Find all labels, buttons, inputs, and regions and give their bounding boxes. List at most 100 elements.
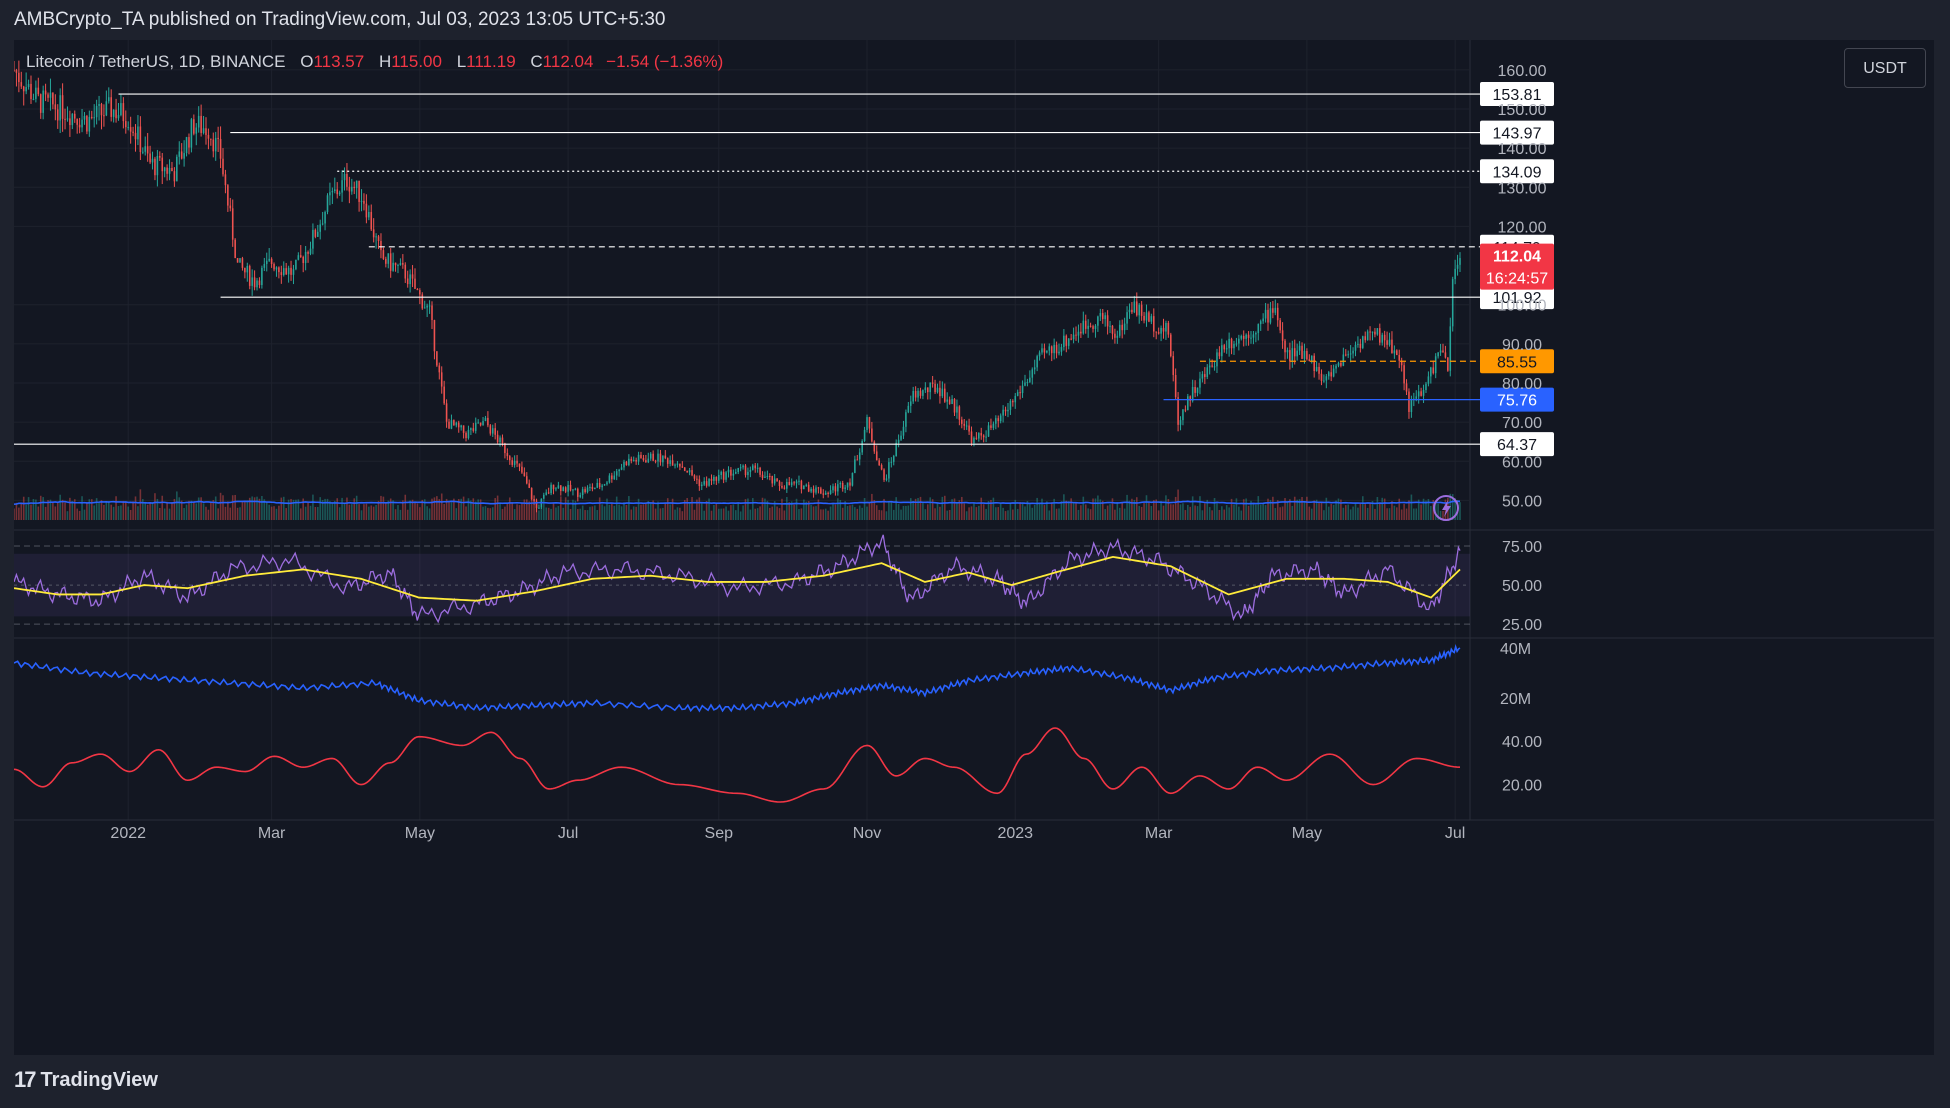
tradingview-logo[interactable]: 17 TradingView (14, 1067, 158, 1093)
candle-body (1033, 367, 1036, 370)
candle-body (880, 465, 883, 470)
candle-body (1252, 334, 1255, 338)
candle-body (1131, 309, 1133, 313)
volume-bar (419, 507, 421, 520)
volume-bar (297, 499, 300, 520)
candle-body (1184, 409, 1187, 411)
volume-bar (917, 497, 919, 520)
publication-header-text: AMBCrypto_TA published on TradingView.co… (14, 9, 666, 30)
candle-body (555, 488, 557, 490)
candle-body (905, 412, 907, 427)
candle-body (1354, 344, 1357, 351)
candle-body (426, 305, 428, 308)
candle-body (1374, 331, 1376, 335)
candle-body (516, 460, 518, 464)
candle-body (1060, 347, 1063, 352)
volume-bar (769, 507, 771, 520)
volume-bar (598, 497, 601, 520)
candle-body (676, 463, 679, 465)
volume-bar (1092, 498, 1094, 520)
candle-body (715, 476, 718, 481)
volume-bar (632, 506, 635, 520)
candle-body (560, 485, 562, 492)
volume-bar (1216, 502, 1218, 520)
candle-body (1080, 331, 1082, 334)
candle-body (1403, 365, 1405, 384)
volume-bar (307, 501, 309, 520)
candle-body (436, 351, 438, 366)
level-badge-text-64.37: 64.37 (1497, 437, 1537, 454)
volume-bar (577, 509, 579, 520)
change-value: −1.54 (−1.36%) (606, 52, 724, 71)
volume-bar (943, 495, 946, 520)
chart-area[interactable]: 153.81143.97134.09114.79101.9285.5575.76… (14, 40, 1934, 1055)
candle-body (355, 180, 358, 189)
candle-body (953, 398, 956, 413)
volume-bar (978, 505, 980, 520)
volume-bar (628, 496, 630, 520)
candle-body (73, 113, 76, 119)
candle-body (722, 471, 725, 480)
volume-bar (239, 507, 241, 520)
volume-bar (803, 499, 805, 520)
price-tick-label: 130.00 (1498, 180, 1547, 197)
volume-bar (268, 504, 270, 520)
candle-body (951, 398, 953, 405)
currency-selector[interactable]: USDT (1844, 48, 1926, 88)
volume-bar (800, 508, 803, 520)
volume-bar (139, 489, 142, 520)
volume-bar (513, 509, 516, 520)
volume-bar (248, 497, 251, 520)
volume-bar (742, 505, 744, 520)
volume-bar (1381, 497, 1384, 520)
candle-body (674, 464, 676, 466)
obv-line (14, 644, 1461, 713)
candle-body (261, 267, 263, 286)
volume-bar (166, 501, 168, 520)
candle-body (769, 476, 771, 478)
volume-bar (990, 499, 992, 520)
level-badge-85.55 (1480, 349, 1554, 374)
candle-body (773, 478, 776, 484)
candle-body (32, 98, 35, 100)
volume-bar (1310, 508, 1313, 520)
volume-bar (1230, 498, 1233, 520)
level-badge-text-143.97: 143.97 (1493, 126, 1542, 143)
volume-bar (895, 497, 897, 520)
volume-bar (900, 509, 902, 520)
volume-bar (93, 505, 95, 520)
volume-bar (32, 498, 35, 520)
candle-body (1036, 356, 1038, 368)
volume-bar (1371, 501, 1374, 520)
candle-body (873, 441, 876, 452)
volume-bar (231, 495, 234, 520)
volume-bar (137, 506, 139, 520)
candle-body (217, 137, 219, 140)
candle-body (885, 478, 888, 480)
volume-bar (1140, 506, 1143, 520)
volume-bar (1109, 504, 1111, 520)
volume-bar (496, 495, 499, 520)
chart-canvas[interactable]: 153.81143.97134.09114.79101.9285.5575.76… (14, 40, 1934, 1055)
volume-bar (1349, 509, 1352, 520)
rsi-tick-label: 25.00 (1502, 617, 1542, 634)
volume-bar (95, 498, 98, 520)
candle-body (1410, 399, 1413, 412)
volume-bar (1400, 509, 1403, 520)
level-badge-text-75.76: 75.76 (1497, 393, 1537, 410)
candle-body (1269, 308, 1272, 323)
candle-body (1075, 334, 1077, 336)
candle-body (620, 467, 623, 470)
volume-bar (1325, 497, 1328, 520)
volume-bar (1143, 503, 1145, 520)
candle-body (657, 453, 659, 462)
candle-body (484, 417, 487, 422)
candle-body (1434, 356, 1437, 374)
volume-bar (1347, 504, 1349, 520)
volume-bar (749, 509, 752, 520)
candle-body (999, 415, 1002, 422)
candle-body (414, 278, 416, 289)
candle-body (93, 117, 95, 119)
candle-body (1405, 383, 1408, 392)
volume-bar (1454, 498, 1456, 520)
